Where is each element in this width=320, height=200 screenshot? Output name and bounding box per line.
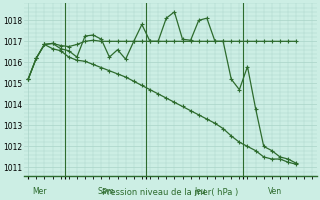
Text: Ven: Ven xyxy=(268,187,282,196)
Text: Jeu: Jeu xyxy=(195,187,206,196)
Text: Mer: Mer xyxy=(32,187,47,196)
Text: Sam: Sam xyxy=(97,187,114,196)
X-axis label: Pression niveau de la mer( hPa ): Pression niveau de la mer( hPa ) xyxy=(102,188,238,197)
